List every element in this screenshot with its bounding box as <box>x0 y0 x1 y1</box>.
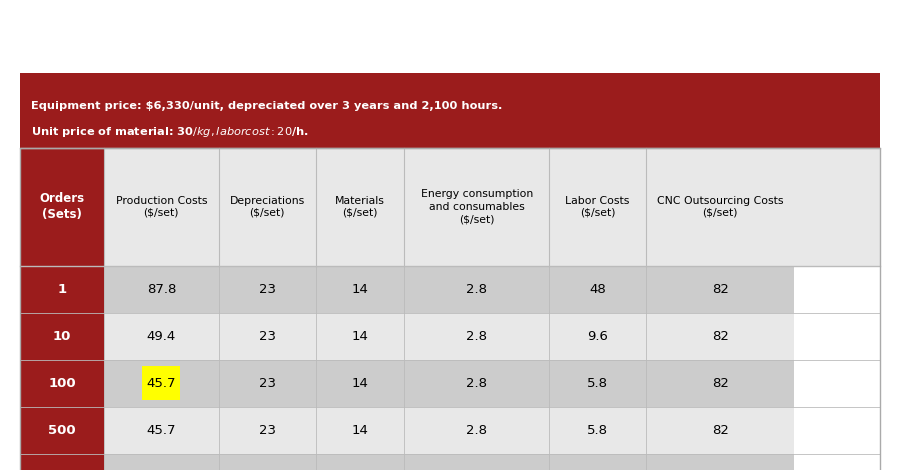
Bar <box>20 148 880 470</box>
Bar <box>20 148 104 266</box>
Text: Unit price of material: 30$/kg, labor cost: 20$/h.: Unit price of material: 30$/kg, labor co… <box>31 125 309 139</box>
Text: Energy consumption
and consumables
($/set): Energy consumption and consumables ($/se… <box>420 189 533 224</box>
Bar <box>316 266 404 313</box>
Bar <box>219 454 316 470</box>
Text: 82: 82 <box>712 376 729 390</box>
Text: Labor Costs
($/set): Labor Costs ($/set) <box>565 196 630 218</box>
Bar <box>20 148 880 266</box>
Bar <box>404 454 549 470</box>
Bar <box>219 407 316 454</box>
Text: 82: 82 <box>712 329 729 343</box>
Text: 1: 1 <box>58 282 67 296</box>
Bar <box>20 73 880 148</box>
Bar <box>646 407 794 454</box>
Text: 82: 82 <box>712 423 729 437</box>
Text: 14: 14 <box>352 329 368 343</box>
Bar <box>549 360 646 407</box>
Text: 45.7: 45.7 <box>147 376 176 390</box>
Text: Equipment price: $6,330/unit, depreciated over 3 years and 2,100 hours.: Equipment price: $6,330/unit, depreciate… <box>31 101 502 111</box>
Text: 100: 100 <box>48 376 76 390</box>
Text: 2.8: 2.8 <box>466 423 487 437</box>
Bar <box>104 313 219 360</box>
Text: 82: 82 <box>712 282 729 296</box>
Bar <box>549 454 646 470</box>
Text: 23: 23 <box>258 376 275 390</box>
Bar <box>646 454 794 470</box>
Text: Materials
($/set): Materials ($/set) <box>335 196 385 218</box>
Text: 23: 23 <box>258 282 275 296</box>
Text: 2.8: 2.8 <box>466 329 487 343</box>
Text: 23: 23 <box>258 329 275 343</box>
Text: 14: 14 <box>352 282 368 296</box>
Bar <box>549 407 646 454</box>
Bar <box>549 266 646 313</box>
Bar <box>219 313 316 360</box>
Text: Orders
(Sets): Orders (Sets) <box>40 192 85 221</box>
Bar <box>646 266 794 313</box>
Text: Production Costs
($/set): Production Costs ($/set) <box>115 196 207 218</box>
Bar <box>20 407 104 454</box>
Bar <box>316 360 404 407</box>
Text: 500: 500 <box>48 423 76 437</box>
Bar <box>104 360 219 407</box>
Bar <box>20 454 104 470</box>
Bar <box>219 360 316 407</box>
Text: 2.8: 2.8 <box>466 282 487 296</box>
Text: 5.8: 5.8 <box>587 376 608 390</box>
Text: 14: 14 <box>352 376 368 390</box>
Text: CNC Outsourcing Costs
($/set): CNC Outsourcing Costs ($/set) <box>657 196 783 218</box>
Text: 87.8: 87.8 <box>147 282 176 296</box>
Bar <box>404 313 549 360</box>
Bar <box>646 360 794 407</box>
Bar <box>404 407 549 454</box>
Text: 2.8: 2.8 <box>466 376 487 390</box>
Bar <box>316 313 404 360</box>
Text: 49.4: 49.4 <box>147 329 176 343</box>
Bar <box>104 407 219 454</box>
Bar <box>219 266 316 313</box>
Bar <box>20 360 104 407</box>
Bar <box>549 313 646 360</box>
Bar <box>142 366 180 400</box>
Text: 10: 10 <box>53 329 71 343</box>
Bar <box>404 266 549 313</box>
Text: 23: 23 <box>258 423 275 437</box>
Bar <box>20 313 104 360</box>
Text: Depreciations
($/set): Depreciations ($/set) <box>230 196 305 218</box>
Bar <box>646 313 794 360</box>
Text: 48: 48 <box>590 282 606 296</box>
Text: 14: 14 <box>352 423 368 437</box>
Bar <box>316 407 404 454</box>
Text: 5.8: 5.8 <box>587 423 608 437</box>
Bar <box>316 454 404 470</box>
Bar <box>404 360 549 407</box>
Bar <box>20 266 104 313</box>
Bar <box>104 454 219 470</box>
Bar <box>104 266 219 313</box>
Text: 9.6: 9.6 <box>587 329 608 343</box>
Text: 45.7: 45.7 <box>147 423 176 437</box>
